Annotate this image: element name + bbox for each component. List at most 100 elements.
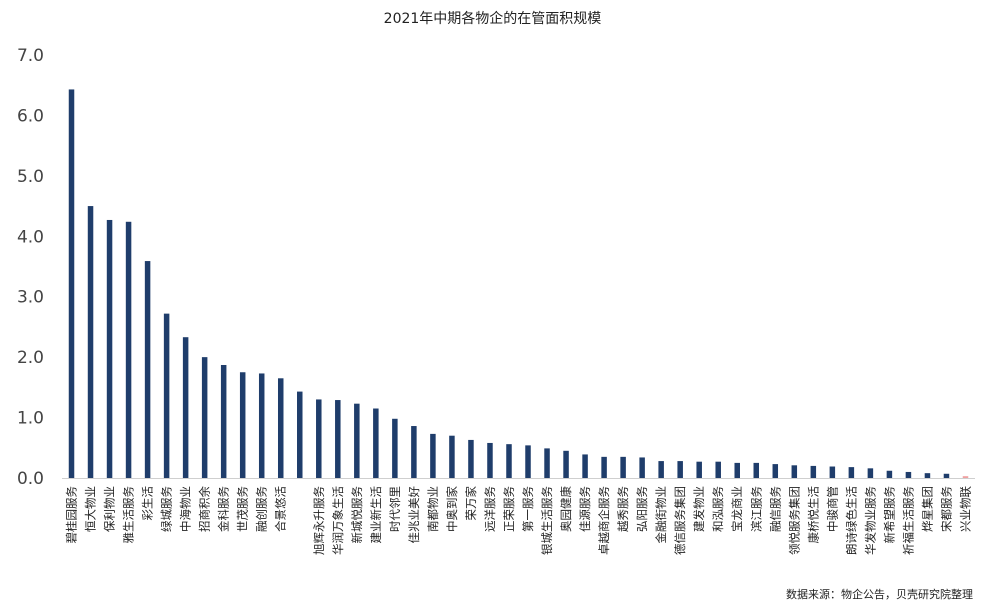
x-category-label: 恒大物业	[84, 486, 98, 532]
x-category-label: 建业新生活	[369, 486, 383, 544]
bar	[258, 373, 265, 478]
bar	[163, 313, 170, 478]
x-category-label: 德信服务集团	[673, 486, 687, 555]
x-category-label: 新希望服务	[882, 486, 896, 544]
y-tick-label: 3.0	[17, 288, 44, 308]
bar	[962, 476, 969, 478]
x-category-label: 祈福生活服务	[901, 486, 915, 555]
x-category-label: 弘阳服务	[635, 486, 649, 532]
bar	[411, 426, 417, 478]
x-category-label: 时代邻里	[388, 486, 402, 532]
x-category-label: 南都物业	[426, 486, 440, 532]
x-category-label: 烨星集团	[920, 486, 934, 532]
bar	[239, 372, 246, 478]
bar	[354, 403, 360, 478]
bar	[506, 444, 512, 478]
x-category-label: 金科服务	[217, 486, 231, 532]
bar	[601, 456, 607, 478]
bar	[753, 462, 760, 478]
x-category-label: 世茂服务	[236, 486, 250, 532]
bar	[620, 456, 626, 478]
bar	[943, 473, 950, 478]
x-category-label: 旭辉永升服务	[312, 486, 326, 555]
bar	[525, 445, 531, 478]
bar	[144, 261, 151, 478]
bar	[106, 219, 113, 478]
x-category-label: 绿城服务	[160, 486, 174, 532]
x-category-label: 领悦服务集团	[787, 486, 801, 555]
x-category-label: 雅生活服务	[122, 486, 136, 544]
y-tick-label: 4.0	[17, 227, 44, 247]
bar	[373, 408, 379, 478]
x-category-label: 第一服务	[521, 486, 535, 532]
y-tick-label: 2.0	[17, 348, 44, 368]
bar	[867, 468, 874, 478]
bar	[220, 364, 227, 478]
x-category-label: 佳兆业美好	[407, 486, 421, 544]
bar	[715, 461, 721, 478]
x-category-label: 宝龙商业	[730, 486, 744, 532]
x-category-label: 融信服务	[768, 486, 782, 532]
bar	[791, 465, 798, 478]
x-category-label: 融创服务	[255, 486, 269, 532]
bar	[772, 464, 779, 478]
x-category-label: 保利物业	[103, 486, 117, 532]
bar	[905, 471, 912, 478]
bar	[563, 450, 569, 478]
x-category-label: 中奥到家	[445, 486, 459, 532]
y-tick-label: 7.0	[17, 46, 44, 66]
bar	[68, 89, 75, 479]
bar	[87, 206, 94, 479]
bar	[316, 399, 322, 478]
bar	[848, 467, 855, 478]
y-tick-label: 0.0	[17, 469, 44, 489]
x-category-label: 新城悦服务	[350, 486, 364, 544]
source-note: 数据来源：物企公告，贝壳研究院整理	[786, 588, 973, 601]
bar	[639, 457, 645, 478]
bar	[277, 378, 284, 478]
bar	[810, 465, 817, 478]
x-category-label: 华润万象生活	[331, 486, 345, 555]
bar	[886, 470, 893, 478]
x-category-label: 荣万家	[464, 486, 478, 521]
bar	[734, 462, 740, 478]
x-category-label: 碧桂园服务	[65, 486, 79, 544]
x-category-label: 招商积余	[198, 486, 212, 532]
bar	[829, 466, 836, 478]
bar	[392, 418, 398, 478]
bar	[696, 461, 702, 478]
x-category-label: 佳源服务	[578, 486, 592, 532]
bar	[125, 221, 132, 479]
bar	[297, 391, 303, 478]
y-tick-label: 5.0	[17, 167, 44, 187]
x-category-label: 华发物业服务	[863, 486, 877, 555]
bar	[182, 337, 189, 478]
bar	[658, 461, 664, 478]
x-category-label: 建发物业	[692, 486, 706, 532]
x-category-label: 滨江服务	[749, 486, 763, 532]
x-category-label: 远洋服务	[483, 486, 497, 532]
x-category-label: 银城生活服务	[540, 486, 554, 555]
x-category-label: 金融街物业	[654, 486, 668, 544]
x-category-label: 中骏商管	[825, 486, 839, 532]
bar	[449, 435, 455, 478]
x-category-label: 越秀服务	[616, 486, 630, 532]
bar	[201, 357, 208, 478]
x-category-label: 卓越商企服务	[597, 486, 611, 555]
y-tick-label: 1.0	[17, 409, 44, 429]
x-category-label: 朗诗绿色生活	[844, 486, 858, 555]
chart-title: 2021年中期各物企的在管面积规模	[383, 11, 602, 27]
x-category-label: 奥园健康	[559, 486, 573, 532]
bar	[487, 442, 493, 478]
x-category-label: 中海物业	[179, 486, 193, 532]
bar	[582, 454, 588, 478]
x-category-label: 康桥悦生活	[806, 486, 820, 544]
bar	[335, 400, 341, 478]
bar	[468, 439, 474, 478]
x-category-label: 兴业物联	[958, 486, 972, 532]
bar	[430, 433, 436, 478]
x-category-label: 合景悠活	[274, 486, 288, 532]
x-category-label: 宋都服务	[939, 486, 953, 532]
